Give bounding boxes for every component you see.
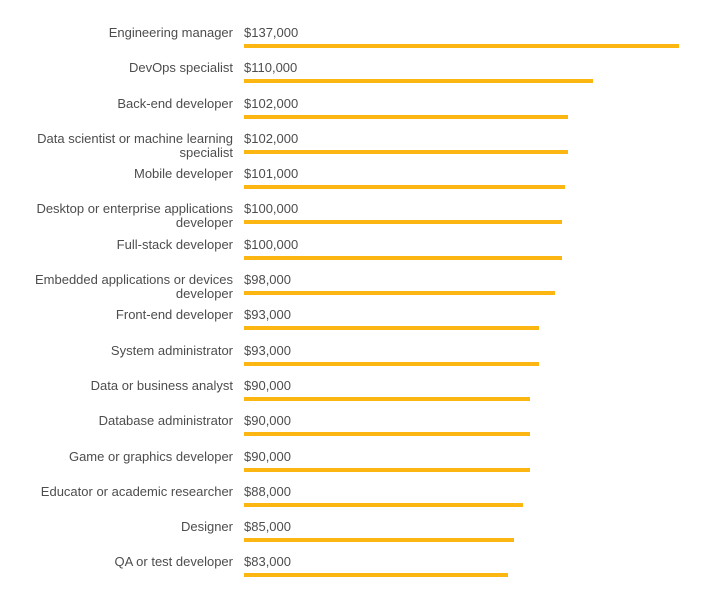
value-label: $110,000	[244, 60, 298, 76]
value-label: $98,000	[244, 272, 291, 288]
category-label: Database administrator	[98, 413, 233, 429]
chart-row: Engineering manager $137,000	[0, 26, 705, 61]
category-label: Front-end developer	[115, 307, 233, 323]
chart-row: System administrator $93,000	[0, 342, 705, 379]
category-label: QA or test developer	[114, 554, 233, 570]
bar-cell: $88,000	[244, 483, 705, 507]
bar	[244, 79, 593, 84]
category-label: Educator or academic researcher	[40, 483, 233, 499]
value-label: $100,000	[244, 201, 299, 217]
bar-cell: $102,000	[244, 95, 705, 119]
bar	[244, 432, 530, 437]
value-label: $85,000	[244, 519, 291, 535]
bar-cell: $85,000	[244, 519, 705, 543]
bar-cell: $90,000	[244, 377, 705, 401]
chart-row: Data scientist or machine learning speci…	[0, 130, 705, 167]
bar	[244, 114, 568, 119]
bar	[244, 573, 508, 578]
bar	[244, 44, 679, 48]
value-label: $90,000	[244, 413, 291, 429]
value-label: $93,000	[244, 342, 291, 358]
chart-row: DevOps specialist $110,000	[0, 61, 705, 96]
value-label: $101,000	[244, 166, 299, 182]
bar-cell: $90,000	[244, 448, 705, 472]
bar	[244, 220, 562, 225]
value-label: $83,000	[244, 554, 291, 570]
chart-row: Full-stack developer $100,000	[0, 236, 705, 273]
bar	[244, 291, 555, 296]
bar-cell: $102,000	[244, 130, 705, 154]
chart-row: Desktop or enterprise applications devel…	[0, 202, 705, 237]
value-label: $100,000	[244, 236, 299, 252]
category-label: System administrator	[110, 342, 233, 358]
category-label: Full-stack developer	[116, 236, 233, 252]
value-label: $90,000	[244, 448, 291, 464]
chart-row: Game or graphics developer $90,000	[0, 448, 705, 485]
value-label: $102,000	[244, 130, 299, 146]
bar	[244, 326, 539, 331]
bar	[244, 502, 523, 507]
chart-row: Mobile developer $101,000	[0, 167, 705, 202]
category-label: Engineering manager	[108, 25, 233, 40]
chart-row: Educator or academic researcher $88,000	[0, 483, 705, 520]
bar-cell: $98,000	[244, 272, 705, 296]
bar	[244, 361, 539, 366]
category-label: Designer	[180, 519, 233, 535]
chart-row: Embedded applications or devices develop…	[0, 273, 705, 308]
category-label: Game or graphics developer	[68, 448, 233, 464]
bar	[244, 255, 562, 260]
category-label: Embedded applications or devices develop…	[34, 272, 233, 302]
bar	[244, 396, 530, 401]
bar-cell: $83,000	[244, 554, 705, 578]
bar-cell: $93,000	[244, 342, 705, 366]
category-label: Data or business analyst	[90, 377, 233, 393]
bar-cell: $100,000	[244, 201, 705, 225]
bar	[244, 149, 568, 154]
chart-row: QA or test developer $83,000	[0, 555, 705, 590]
bar	[244, 185, 565, 190]
category-label: Desktop or enterprise applications devel…	[36, 201, 233, 231]
value-label: $90,000	[244, 377, 291, 393]
bar-cell: $93,000	[244, 307, 705, 331]
bar-cell: $100,000	[244, 236, 705, 260]
bar-cell: $101,000	[244, 166, 705, 190]
value-label: $137,000	[244, 25, 299, 40]
chart-row: Data or business analyst $90,000	[0, 377, 705, 414]
category-label: Back-end developer	[117, 95, 233, 111]
chart-row: Back-end developer $102,000	[0, 95, 705, 132]
chart-row: Designer $85,000	[0, 520, 705, 555]
category-label: Data scientist or machine learning speci…	[37, 130, 233, 160]
category-label: Mobile developer	[133, 166, 233, 182]
bar-cell: $137,000	[244, 26, 705, 48]
bar-cell: $90,000	[244, 413, 705, 437]
value-label: $88,000	[244, 483, 291, 499]
bar	[244, 538, 514, 543]
value-label: $93,000	[244, 307, 291, 323]
value-label: $102,000	[244, 95, 299, 111]
chart-row: Database administrator $90,000	[0, 414, 705, 449]
bar-cell: $110,000	[244, 60, 705, 84]
chart-row: Front-end developer $93,000	[0, 308, 705, 343]
bar	[244, 467, 530, 472]
category-label: DevOps specialist	[128, 60, 233, 76]
